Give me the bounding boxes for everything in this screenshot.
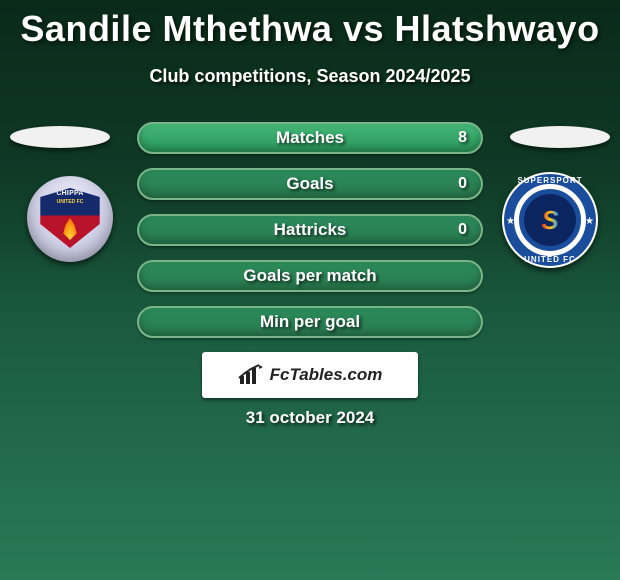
stat-row-matches: Matches 8 (137, 122, 483, 154)
brand-box: FcTables.com (202, 352, 418, 398)
crest-right-ring-top: SUPERSPORT (504, 176, 596, 185)
club-crest-right: SUPERSPORT UNITED FC ★ ★ S (500, 170, 600, 270)
crest-right-letter: S (541, 205, 558, 236)
avatar-right (510, 126, 610, 148)
club-crest-left: CHIPPA UNITED FC (20, 170, 120, 270)
stat-label: Hattricks (274, 220, 347, 240)
stat-value-right: 8 (458, 129, 467, 147)
stat-row-hattricks: Hattricks 0 (137, 214, 483, 246)
stat-value-right: 0 (458, 175, 467, 193)
stat-label: Min per goal (260, 312, 360, 332)
stat-row-mpg: Min per goal (137, 306, 483, 338)
stats-container: Matches 8 Goals 0 Hattricks 0 Goals per … (137, 122, 483, 338)
flame-icon (62, 218, 78, 240)
bar-chart-icon (238, 364, 264, 386)
stat-row-gpm: Goals per match (137, 260, 483, 292)
stat-label: Goals (286, 174, 333, 194)
subtitle: Club competitions, Season 2024/2025 (0, 66, 620, 87)
brand-text: FcTables.com (270, 365, 383, 385)
date-label: 31 october 2024 (0, 408, 620, 428)
stat-label: Matches (276, 128, 344, 148)
stat-row-goals: Goals 0 (137, 168, 483, 200)
star-icon: ★ (585, 216, 594, 227)
page-title: Sandile Mthethwa vs Hlatshwayo (0, 0, 620, 50)
avatar-left (10, 126, 110, 148)
stat-label: Goals per match (243, 266, 376, 286)
crest-right-ring-bottom: UNITED FC (504, 255, 596, 264)
star-icon: ★ (506, 216, 515, 227)
crest-left-text1: CHIPPA (37, 190, 103, 197)
crest-left-text2: UNITED FC (37, 199, 103, 205)
stat-value-right: 0 (458, 221, 467, 239)
